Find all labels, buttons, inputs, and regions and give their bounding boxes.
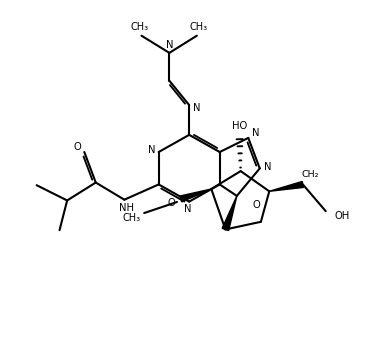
Text: OH: OH <box>335 211 350 221</box>
Text: N: N <box>252 128 260 138</box>
Polygon shape <box>269 181 303 191</box>
Text: N: N <box>183 204 191 214</box>
Text: NH: NH <box>119 203 134 213</box>
Text: CH₃: CH₃ <box>131 22 149 32</box>
Text: N: N <box>193 103 201 113</box>
Text: CH₂: CH₂ <box>302 171 319 180</box>
Text: O: O <box>252 200 260 210</box>
Text: CH₃: CH₃ <box>189 22 207 32</box>
Polygon shape <box>222 196 237 230</box>
Text: N: N <box>264 162 272 172</box>
Text: HO: HO <box>232 121 247 131</box>
Text: N: N <box>148 145 156 155</box>
Text: O: O <box>74 143 81 153</box>
Text: CH₃: CH₃ <box>122 213 140 223</box>
Text: O: O <box>167 198 175 208</box>
Text: N: N <box>166 40 173 50</box>
Polygon shape <box>180 189 211 202</box>
